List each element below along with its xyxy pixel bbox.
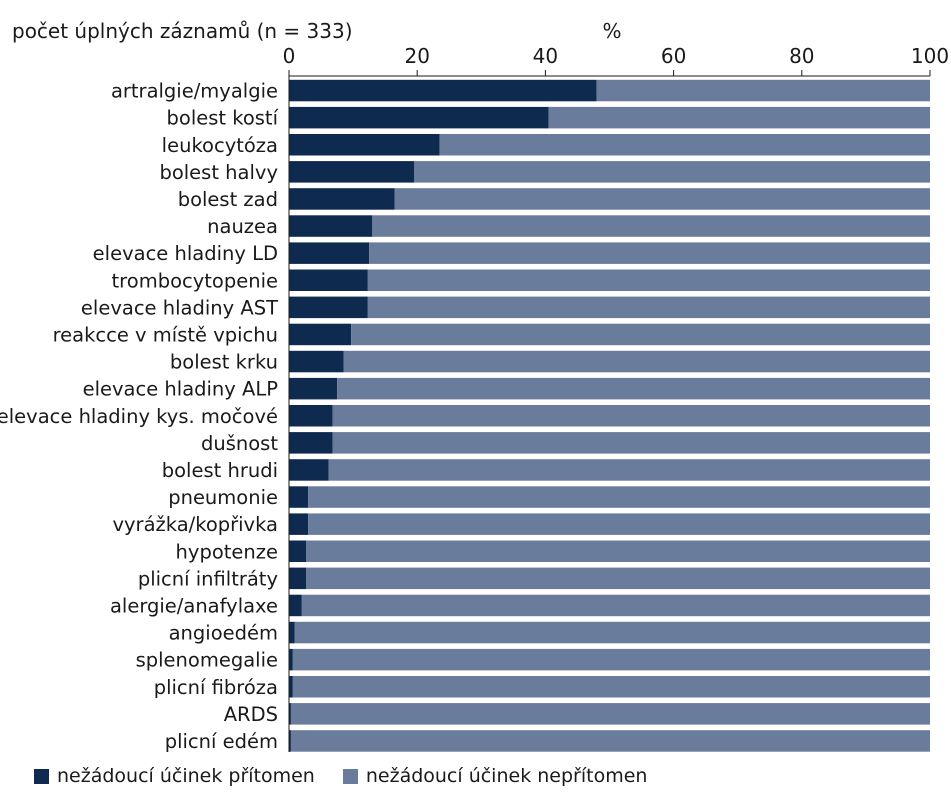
category-label: artralgie/myalgie [111, 80, 278, 103]
bar-absent [367, 296, 930, 319]
category-label: angioedém [169, 622, 278, 645]
x-tick-label: 100 [911, 44, 949, 68]
bar-present [289, 350, 344, 373]
bar-present [289, 296, 368, 319]
category-label: plicní edém [165, 730, 278, 753]
category-label: nauzea [207, 215, 278, 238]
bar-absent [337, 377, 930, 400]
stacked-bar-chart: počet úplných záznamů (n = 333) % 0 20 40 6… [0, 19, 949, 753]
category-label: reakcce v místě vpichu [53, 323, 278, 346]
legend-item-absent: nežádoucí účinek nepřítomen [342, 765, 648, 787]
bar-absent [439, 134, 930, 156]
category-label: elevace hladiny kys. močové [0, 405, 278, 428]
category-label: alergie/anafylaxe [110, 594, 278, 617]
legend-label-absent: nežádoucí účinek nepřítomen [365, 765, 648, 787]
bar-present [289, 567, 307, 590]
bar-absent [332, 432, 930, 454]
bar-absent [292, 648, 930, 671]
bar-present [289, 215, 373, 237]
category-label: pneumonie [168, 486, 278, 509]
bar-absent [548, 106, 930, 129]
category-label: plicní infiltráty [138, 567, 278, 590]
bar-present [289, 513, 309, 535]
category-label: leukocytóza [162, 134, 278, 157]
category-label: ARDS [224, 703, 278, 726]
bar-absent [292, 676, 930, 698]
x-tick-label: 40 [533, 44, 558, 68]
x-tick-label: 20 [404, 44, 429, 68]
bar-present [289, 540, 307, 562]
bar-present [289, 676, 293, 698]
category-label: elevace hladiny LD [93, 242, 278, 265]
bar-present [289, 79, 597, 102]
legend-swatch-present [34, 768, 49, 784]
bar-present [289, 432, 333, 454]
category-label: trombocytopenie [112, 269, 278, 292]
x-tick-label: 60 [661, 44, 686, 68]
category-label: vyrážka/kopřivka [112, 513, 278, 536]
bar-present [289, 106, 549, 129]
legend-label-present: nežádoucí účinek přítomen [57, 765, 315, 787]
bar-present [289, 188, 395, 210]
bar-absent [369, 242, 930, 264]
bar-absent [351, 323, 930, 346]
category-label: plicní fibróza [154, 676, 278, 699]
category-labels: artralgie/myalgie bolest kostí leukocytóza… [0, 80, 279, 753]
bar-absent [372, 215, 931, 237]
bar-absent [308, 486, 931, 508]
category-label: elevace hladiny AST [81, 296, 278, 319]
x-axis-ticks: 0 20 40 60 80 100 [283, 44, 949, 77]
x-tick-label: 0 [283, 44, 296, 68]
bar-absent [290, 703, 931, 725]
bar-group [289, 79, 931, 752]
bar-absent [328, 459, 930, 481]
category-label: bolest halvy [159, 161, 278, 184]
bar-absent [308, 513, 931, 535]
x-axis-label: % [602, 19, 621, 43]
bar-present [289, 242, 370, 264]
bar-absent [343, 350, 930, 373]
legend-item-present: nežádoucí účinek přítomen [34, 765, 315, 787]
category-label: hypotenze [176, 540, 278, 563]
bar-absent [294, 621, 930, 644]
category-label: elevace hladiny ALP [83, 378, 279, 401]
bar-absent [306, 540, 930, 562]
bar-absent [290, 730, 931, 752]
bar-present [289, 161, 414, 183]
category-label: bolest zad [178, 188, 278, 211]
category-label: bolest hrudi [162, 459, 278, 482]
bar-present [289, 377, 338, 400]
bar-absent [301, 594, 930, 617]
bar-present [289, 459, 329, 481]
bar-absent [596, 79, 930, 102]
category-label: bolest krku [170, 351, 278, 374]
category-label: dušnost [201, 432, 278, 455]
bar-absent [413, 161, 930, 183]
bar-present [289, 594, 302, 617]
bar-present [289, 134, 440, 156]
bar-absent [332, 405, 930, 427]
bar-absent [394, 188, 930, 210]
bar-present [289, 703, 291, 725]
bar-absent [367, 269, 930, 291]
legend: nežádoucí účinek přítomen nežádoucí účin… [34, 762, 675, 790]
category-label: bolest kostí [167, 107, 279, 130]
bar-present [289, 405, 333, 427]
bar-present [289, 730, 291, 752]
bar-present [289, 486, 309, 508]
bar-absent [306, 567, 930, 590]
bar-present [289, 269, 368, 291]
bar-present [289, 621, 295, 644]
x-tick-label: 80 [789, 44, 814, 68]
category-label: splenomegalie [136, 649, 278, 672]
legend-swatch-absent [342, 768, 358, 784]
bar-present [289, 648, 293, 671]
chart-title: počet úplných záznamů (n = 333) [12, 19, 353, 43]
bar-present [289, 323, 352, 346]
